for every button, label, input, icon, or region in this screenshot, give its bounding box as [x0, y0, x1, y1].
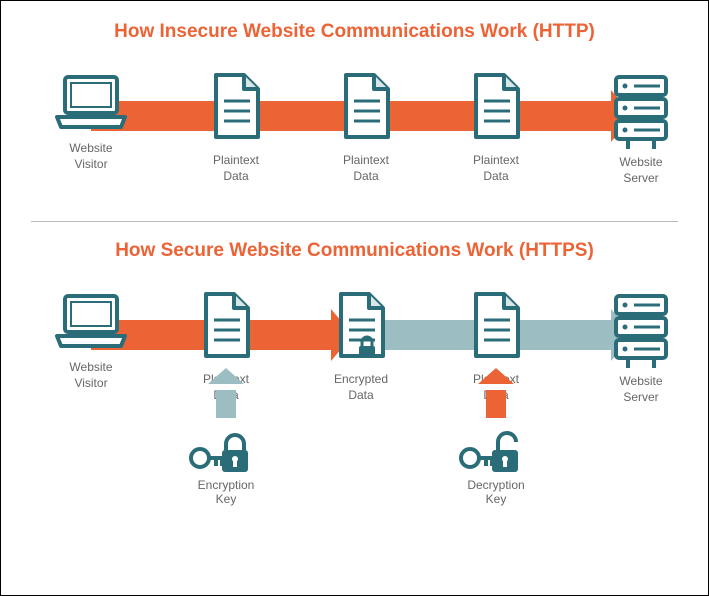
- node-doc: PlaintextData: [316, 71, 416, 184]
- node-label: PlaintextData: [446, 153, 546, 184]
- http-title: How Insecure Website Communications Work…: [31, 21, 678, 43]
- key-lock-icon: [186, 420, 266, 478]
- document-icon: [334, 71, 398, 147]
- node-label: PlaintextData: [316, 153, 416, 184]
- document-icon: [329, 290, 393, 366]
- node-label: EncryptedData: [311, 372, 411, 403]
- node-label: WebsiteVisitor: [41, 141, 141, 172]
- server-icon: [608, 290, 674, 368]
- key-label: EncryptionKey: [176, 478, 276, 506]
- laptop-icon: [51, 290, 131, 354]
- node-server: WebsiteServer: [591, 290, 691, 405]
- key-arrow: [483, 378, 509, 418]
- laptop-icon: [51, 71, 131, 135]
- node-laptop: WebsiteVisitor: [41, 290, 141, 391]
- node-doc-lock: EncryptedData: [311, 290, 411, 403]
- document-icon: [464, 290, 528, 366]
- node-label: PlaintextData: [186, 153, 286, 184]
- section-divider: [31, 221, 678, 222]
- https-title: How Secure Website Communications Work (…: [31, 240, 678, 262]
- https-row: WebsiteVisitor PlaintextData EncryptedDa…: [31, 280, 678, 530]
- key-node: DecryptionKey: [446, 420, 546, 506]
- node-laptop: WebsiteVisitor: [41, 71, 141, 172]
- https-section: How Secure Website Communications Work (…: [31, 240, 678, 530]
- key-label: DecryptionKey: [446, 478, 546, 506]
- node-label: WebsiteServer: [591, 374, 691, 405]
- http-row: WebsiteVisitor PlaintextData PlaintextDa…: [31, 61, 678, 211]
- node-doc: PlaintextData: [446, 71, 546, 184]
- http-section: How Insecure Website Communications Work…: [31, 21, 678, 211]
- server-icon: [608, 71, 674, 149]
- key-arrow: [213, 378, 239, 418]
- document-icon: [194, 290, 258, 366]
- node-server: WebsiteServer: [591, 71, 691, 186]
- node-label: WebsiteVisitor: [41, 360, 141, 391]
- document-icon: [464, 71, 528, 147]
- key-lock-icon: [456, 420, 536, 478]
- node-doc: PlaintextData: [186, 71, 286, 184]
- diagram-frame: How Insecure Website Communications Work…: [0, 0, 709, 596]
- document-icon: [204, 71, 268, 147]
- node-label: WebsiteServer: [591, 155, 691, 186]
- key-node: EncryptionKey: [176, 420, 276, 506]
